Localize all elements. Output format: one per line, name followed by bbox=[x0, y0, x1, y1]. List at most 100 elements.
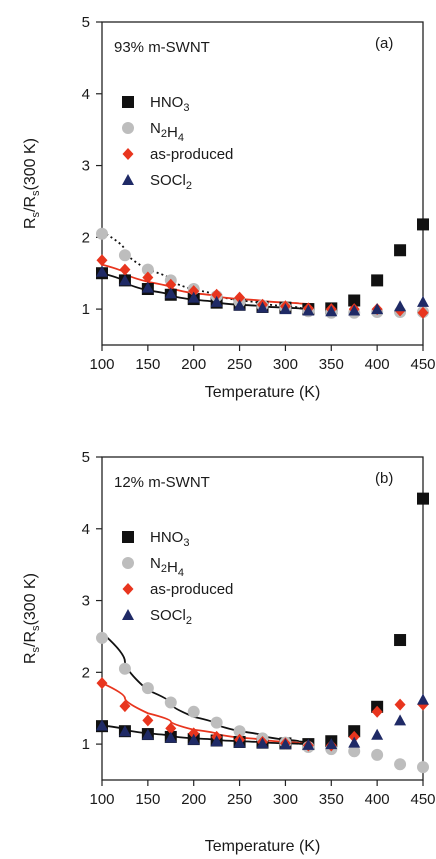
legend: HNO3 N2H4 as-produced SOCl2 bbox=[122, 529, 233, 627]
y-tick-label: 1 bbox=[82, 301, 90, 318]
data-point bbox=[371, 728, 384, 740]
data-point bbox=[348, 304, 361, 316]
legend-marker bbox=[122, 557, 134, 569]
data-point bbox=[187, 733, 200, 745]
legend-marker bbox=[122, 174, 134, 185]
data-point bbox=[371, 705, 383, 718]
data-point bbox=[141, 263, 154, 276]
sample-annotation: 93% m-SWNT bbox=[114, 39, 210, 56]
legend: HNO3 N2H4 as-produced SOCl2 bbox=[122, 94, 233, 192]
data-point bbox=[256, 301, 269, 313]
data-point bbox=[118, 274, 131, 286]
x-axis-label: Temperature (K) bbox=[205, 384, 321, 401]
data-point bbox=[371, 303, 384, 315]
legend-label: N2H4 bbox=[150, 120, 184, 144]
legend-label: N2H4 bbox=[150, 555, 184, 579]
data-point bbox=[142, 714, 154, 727]
data-point bbox=[96, 677, 108, 690]
data-point bbox=[96, 631, 108, 644]
legend-marker bbox=[122, 583, 134, 595]
fit-curve bbox=[101, 632, 314, 744]
x-tick-label: 400 bbox=[365, 356, 390, 373]
fit-curve bbox=[101, 263, 313, 305]
legend-marker bbox=[122, 531, 134, 543]
data-point bbox=[118, 662, 131, 675]
data-point bbox=[141, 728, 154, 740]
data-point bbox=[325, 738, 338, 750]
legend-marker bbox=[122, 609, 134, 620]
y-tick-label: 4 bbox=[82, 86, 90, 103]
panel-label: (a) bbox=[375, 35, 393, 52]
data-point bbox=[348, 745, 361, 758]
data-point bbox=[141, 281, 154, 293]
panel-label: (b) bbox=[375, 470, 393, 487]
data-point bbox=[188, 285, 200, 298]
legend-marker bbox=[122, 96, 134, 108]
data-point bbox=[187, 705, 200, 718]
sample-annotation: 12% m-SWNT bbox=[114, 474, 210, 491]
fit-curve bbox=[101, 682, 313, 746]
x-tick-label: 350 bbox=[319, 356, 344, 373]
data-point bbox=[394, 244, 407, 257]
legend-label: SOCl2 bbox=[150, 607, 192, 627]
x-tick-label: 200 bbox=[181, 791, 206, 808]
data-point bbox=[164, 731, 177, 743]
y-tick-label: 2 bbox=[82, 229, 90, 246]
legend-label: SOCl2 bbox=[150, 172, 192, 192]
data-point bbox=[142, 271, 154, 284]
x-tick-label: 250 bbox=[227, 356, 252, 373]
data-point bbox=[96, 227, 108, 240]
data-point bbox=[394, 300, 407, 312]
x-tick-label: 100 bbox=[89, 791, 114, 808]
y-tick-label: 5 bbox=[82, 449, 90, 466]
data-point bbox=[165, 278, 177, 291]
data-point bbox=[119, 700, 131, 713]
data-point bbox=[417, 295, 429, 307]
data-point bbox=[279, 303, 292, 315]
legend-label: HNO3 bbox=[150, 529, 189, 549]
y-axis-label: Rs/Rs(300 K) bbox=[22, 573, 42, 664]
x-tick-label: 250 bbox=[227, 791, 252, 808]
legend-label: as-produced bbox=[150, 146, 233, 163]
data-point bbox=[211, 288, 223, 301]
data-point bbox=[394, 698, 406, 711]
x-tick-label: 300 bbox=[273, 356, 298, 373]
data-point bbox=[394, 758, 407, 771]
data-point bbox=[164, 287, 177, 299]
x-tick-label: 150 bbox=[135, 791, 160, 808]
x-tick-label: 200 bbox=[181, 356, 206, 373]
y-tick-label: 3 bbox=[82, 158, 90, 175]
series-socl2 bbox=[96, 265, 429, 317]
data-point bbox=[302, 738, 315, 750]
data-point bbox=[233, 736, 246, 748]
data-point bbox=[119, 263, 131, 276]
data-point bbox=[165, 722, 177, 735]
panel-b: 100 150 200 250 300 350 400 450 1 2 3 4 5 Temperature… bbox=[22, 449, 436, 855]
x-tick-label: 100 bbox=[89, 356, 114, 373]
y-tick-label: 2 bbox=[82, 664, 90, 681]
data-point bbox=[417, 761, 429, 774]
data-point bbox=[279, 738, 292, 750]
x-tick-label: 350 bbox=[319, 791, 344, 808]
data-point bbox=[188, 727, 200, 740]
y-tick-label: 4 bbox=[82, 521, 90, 538]
data-point bbox=[348, 294, 361, 307]
legend-marker bbox=[122, 148, 134, 160]
data-point bbox=[210, 295, 223, 307]
data-point bbox=[233, 725, 246, 738]
fit-curve bbox=[101, 230, 314, 311]
y-tick-label: 1 bbox=[82, 736, 90, 753]
data-point bbox=[371, 748, 384, 761]
data-point bbox=[96, 254, 108, 267]
data-point bbox=[187, 291, 200, 303]
x-tick-label: 300 bbox=[273, 791, 298, 808]
x-axis-label: Temperature (K) bbox=[205, 838, 321, 855]
data-point bbox=[394, 714, 407, 726]
data-point bbox=[417, 218, 429, 231]
x-tick-label: 450 bbox=[410, 356, 435, 373]
legend-label: HNO3 bbox=[150, 94, 189, 114]
data-point bbox=[256, 737, 269, 749]
y-tick-label: 3 bbox=[82, 593, 90, 610]
data-point bbox=[141, 682, 154, 695]
data-point bbox=[325, 305, 338, 317]
